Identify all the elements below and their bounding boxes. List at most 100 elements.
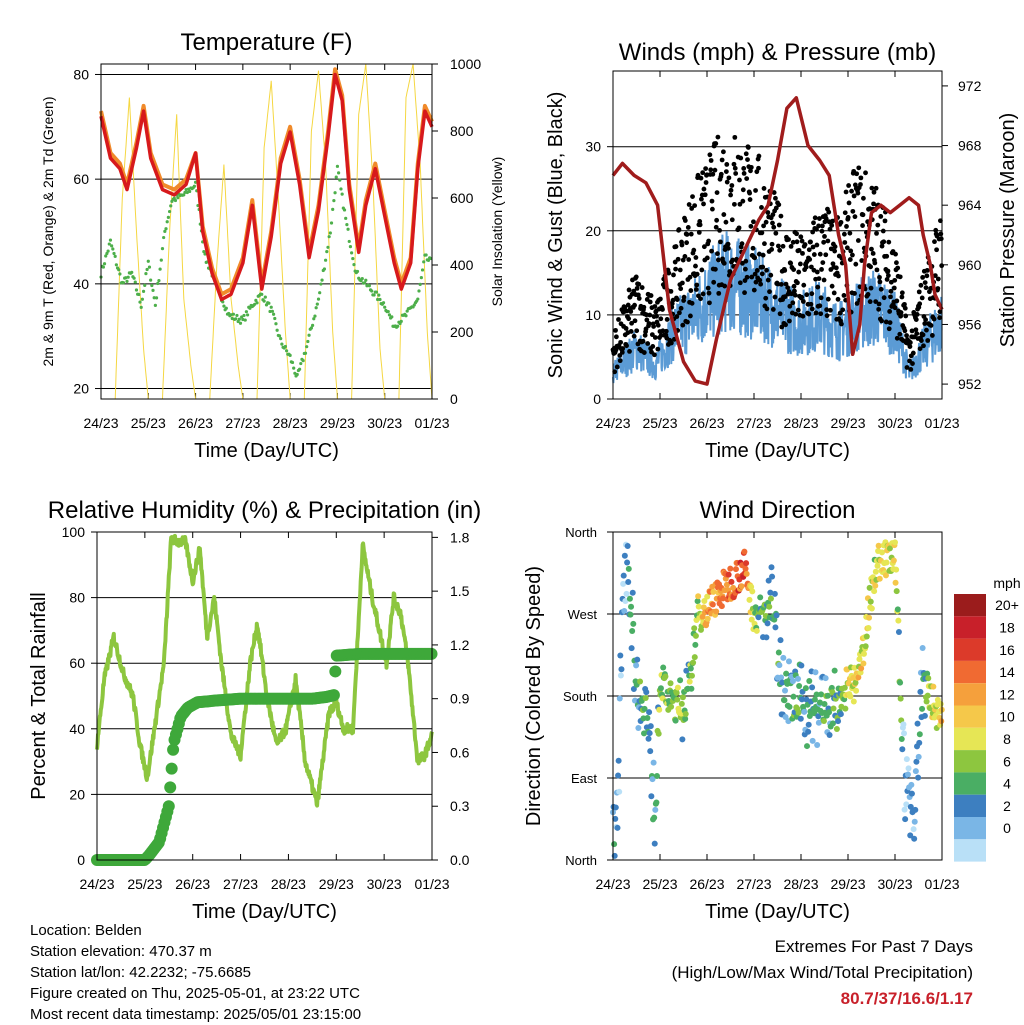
x-tick-label: 28/23 (271, 876, 306, 892)
y-axis-label: Direction (Colored By Speed) (523, 566, 545, 826)
dewpoint-point (139, 305, 143, 309)
gust-point (806, 311, 812, 317)
direction-point (653, 772, 660, 779)
direction-point (938, 718, 945, 725)
direction-point (855, 674, 862, 681)
dewpoint-point (143, 283, 147, 287)
direction-point (683, 667, 690, 674)
gust-point (898, 313, 904, 319)
gust-point (698, 175, 704, 181)
gust-point (893, 251, 898, 257)
y2-tick-label: 800 (450, 123, 474, 139)
gust-point (826, 209, 832, 215)
colorbar-swatch (954, 817, 986, 840)
direction-point (629, 627, 636, 634)
gust-point (817, 216, 822, 221)
gust-point (728, 192, 733, 198)
dewpoint-point (322, 267, 327, 271)
direction-point (925, 675, 932, 682)
dewpoint-point (268, 309, 272, 314)
gust-point (692, 203, 698, 209)
gust-point (709, 248, 714, 254)
dewpoint-point (145, 267, 149, 272)
gust-point (913, 327, 919, 333)
gust-point (821, 239, 827, 245)
gust-point (938, 236, 944, 242)
gust-point (935, 276, 941, 282)
gust-point (870, 251, 876, 256)
direction-point (624, 559, 631, 566)
gust-point (888, 288, 894, 294)
gust-point (644, 317, 650, 323)
direction-point (650, 759, 657, 766)
gust-point (685, 319, 690, 325)
gust-point (706, 290, 712, 296)
direction-point (625, 578, 632, 585)
direction-point (826, 709, 833, 716)
direction-point (908, 790, 915, 797)
gust-point (710, 206, 715, 212)
gust-point (822, 233, 827, 239)
gust-point (700, 170, 706, 176)
gust-point (891, 285, 897, 291)
gust-point (818, 311, 824, 317)
gust-point (841, 231, 847, 237)
direction-point (647, 723, 654, 730)
direction-point (901, 730, 908, 737)
gust-point (804, 292, 810, 298)
colorbar-label: 16 (999, 642, 1015, 658)
dewpoint-point (188, 189, 192, 194)
gust-point (716, 290, 722, 296)
gust-point (824, 307, 830, 313)
gust-point (819, 223, 825, 229)
direction-point (811, 696, 818, 703)
gust-point (798, 234, 804, 240)
direction-point (647, 748, 654, 755)
gust-point (722, 283, 728, 289)
gust-point (699, 196, 704, 202)
x-tick-label: 25/23 (127, 876, 162, 892)
gust-point (815, 284, 821, 290)
gust-point (625, 302, 631, 308)
gust-point (786, 237, 791, 242)
gust-point (854, 171, 860, 177)
gust-point (718, 171, 724, 177)
direction-point (897, 679, 904, 686)
direction-point (646, 709, 653, 716)
dewpoint-point (338, 178, 342, 182)
dewpoint-point (273, 316, 277, 321)
dewpoint-point (160, 247, 165, 251)
gust-point (879, 318, 885, 324)
gust-point (628, 329, 634, 334)
dewpoint-point (284, 349, 289, 353)
direction-point (917, 688, 924, 695)
gust-point (847, 257, 853, 262)
direction-point (704, 593, 711, 600)
direction-point (826, 731, 833, 738)
gust-point (886, 326, 892, 332)
direction-point (694, 598, 701, 605)
gust-point (895, 265, 901, 271)
gust-point (743, 258, 749, 264)
gust-point (756, 153, 762, 159)
gust-point (868, 264, 874, 270)
gust-point (869, 185, 875, 191)
dewpoint-point (224, 306, 228, 310)
x-tick-label: 28/23 (273, 415, 308, 431)
gust-point (923, 317, 928, 323)
gust-point (718, 239, 723, 245)
gust-point (715, 257, 721, 263)
gust-point (924, 267, 930, 273)
gust-point (920, 274, 926, 280)
direction-point (930, 683, 937, 690)
gust-point (752, 255, 758, 261)
y-tick-label: 80 (69, 590, 85, 606)
gust-point (673, 266, 679, 272)
gust-point (809, 291, 815, 297)
direction-point (912, 768, 919, 775)
y2-tick-label: 972 (958, 78, 982, 94)
dewpoint-point (303, 351, 308, 355)
dewpoint-point (324, 258, 328, 262)
dewpoint-point (280, 342, 284, 346)
x-tick-label: 28/23 (783, 876, 818, 892)
